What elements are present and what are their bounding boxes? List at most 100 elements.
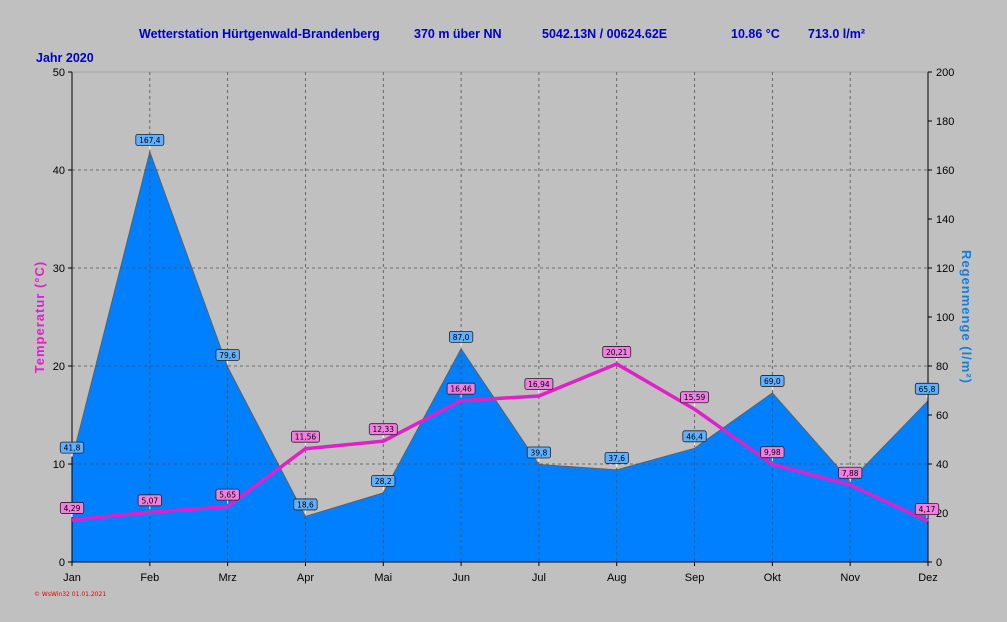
temperature-data-label-box	[602, 346, 632, 358]
temperature-data-label-group: 4,29	[59, 502, 85, 517]
left-tick-label: 10	[53, 459, 65, 471]
rain-data-label-group: 39,8	[526, 446, 552, 462]
rain-data-label-box	[760, 375, 785, 387]
left-tick-label: 30	[53, 263, 65, 275]
x-tick-label: Jul	[532, 572, 546, 584]
temperature-data-label-box	[760, 446, 785, 459]
x-tick-label: Apr	[297, 572, 314, 584]
right-axis-title: Regenmenge (l/m²)	[959, 250, 974, 384]
temperature-data-label-group: 20,21	[602, 346, 632, 361]
right-tick-label: 140	[936, 214, 954, 226]
temperature-data-label: 15,59	[684, 393, 706, 402]
rain-data-label: 167,4	[139, 136, 161, 145]
rain-data-label-group: 37,6	[604, 451, 629, 467]
x-tick-label: Feb	[140, 572, 159, 584]
x-tick-label: Jan	[63, 572, 81, 584]
temperature-data-label-box	[914, 503, 940, 516]
x-tick-label: Aug	[607, 572, 627, 584]
temperature-data-label: 11,56	[295, 433, 317, 442]
temperature-data-label-group: 5,07	[137, 494, 162, 510]
left-tick-label: 0	[59, 557, 65, 569]
temperature-data-label-group: 15,59	[680, 391, 709, 407]
temperature-data-label: 12,33	[373, 425, 395, 434]
x-tick-label: Okt	[764, 572, 781, 584]
temperature-data-label-box	[838, 466, 863, 479]
temperature-data-label: 4,17	[919, 505, 936, 514]
rain-data-label: 46,4	[686, 432, 703, 441]
temperature-data-label-box	[368, 423, 398, 436]
rain-data-label: 69,0	[764, 377, 781, 386]
rain-data-label-group: 79,6	[215, 349, 240, 364]
temperature-data-label-group: 7,88	[838, 466, 863, 482]
rain-data-label: 18,6	[297, 500, 314, 509]
x-tick-label: Jun	[452, 572, 470, 584]
right-tick-label: 80	[936, 361, 948, 373]
rain-data-label-group: 69,0	[760, 375, 785, 390]
rain-data-label: 37,6	[608, 454, 625, 463]
footer-copyright: © WsWin32 01.01.2021	[34, 591, 106, 598]
rain-area	[72, 151, 928, 562]
total-rainfall: 713.0 l/m²	[808, 27, 865, 41]
left-tick-label: 40	[53, 165, 65, 177]
temperature-data-label: 7,88	[842, 469, 859, 478]
temperature-data-label-box	[446, 382, 476, 395]
temperature-data-label-box	[524, 378, 554, 390]
rain-data-label: 79,6	[219, 351, 236, 360]
temperature-data-label: 20,21	[606, 348, 628, 357]
year-label: Jahr 2020	[36, 51, 94, 65]
temperature-data-label-group: 9,98	[760, 446, 785, 462]
temperature-data-label-box	[215, 488, 240, 501]
temperature-data-label-box	[680, 391, 709, 404]
rain-data-label-group: 65,8	[914, 382, 940, 398]
temperature-data-label-group: 4,17	[914, 503, 940, 519]
rain-data-label-box	[371, 475, 396, 487]
temperature-data-label: 4,29	[64, 504, 81, 513]
rain-data-label-box	[448, 330, 474, 343]
rain-data-label-group: 167,4	[135, 133, 165, 149]
rain-data-label-box	[682, 430, 707, 443]
station-name: Wetterstation Hürtgenwald-Brandenberg	[139, 27, 380, 41]
rain-data-label-box	[604, 451, 629, 464]
right-tick-label: 160	[936, 165, 954, 177]
rain-data-label-box	[135, 133, 165, 146]
rain-data-label-box	[59, 441, 85, 454]
temperature-data-label: 16,94	[528, 380, 550, 389]
temperature-data-label-box	[291, 430, 320, 443]
plot-area: 01020304050020406080100120140160180200Ja…	[53, 67, 955, 584]
rain-data-label-box	[526, 446, 552, 459]
temperature-data-label-box	[59, 502, 85, 514]
rain-data-label-group: 41,8	[59, 441, 85, 457]
x-tick-label: Dez	[918, 572, 938, 584]
rain-data-label-group: 28,2	[371, 475, 396, 490]
rain-data-label-group: 46,4	[682, 430, 707, 446]
rain-data-label: 65,8	[919, 385, 936, 394]
right-tick-label: 60	[936, 410, 948, 422]
average-temperature: 10.86 °C	[731, 27, 780, 41]
right-tick-label: 120	[936, 263, 954, 275]
rain-data-label-box	[293, 498, 318, 511]
temperature-data-label-group: 12,33	[368, 423, 398, 439]
temperature-data-label-group: 5,65	[215, 488, 240, 504]
chart-header: Wetterstation Hürtgenwald-Brandenberg 37…	[36, 27, 865, 65]
temperature-data-label: 5,07	[141, 496, 158, 505]
temperature-data-label: 5,65	[219, 491, 236, 500]
rain-data-label-group: 18,6	[293, 498, 318, 514]
rain-data-label-group: 87,0	[448, 330, 474, 346]
station-coordinates: 5042.13N / 00624.62E	[542, 27, 667, 41]
left-tick-label: 20	[53, 361, 65, 373]
rain-data-label: 39,8	[531, 448, 548, 457]
left-axis-title: Temperatur (°C)	[32, 261, 47, 373]
temperature-line	[71, 362, 929, 523]
right-tick-label: 100	[936, 312, 954, 324]
rain-data-label: 87,0	[453, 333, 470, 342]
x-tick-label: Mrz	[218, 572, 236, 584]
temperature-data-label: 16,46	[450, 385, 472, 394]
temperature-data-label-box	[137, 494, 162, 507]
right-tick-label: 200	[936, 67, 954, 79]
temperature-data-label-group: 16,94	[524, 378, 554, 393]
rain-data-label: 28,2	[375, 477, 392, 486]
left-tick-label: 50	[53, 67, 65, 79]
rain-data-label-box	[914, 382, 940, 395]
temperature-data-label-group: 11,56	[291, 430, 320, 446]
